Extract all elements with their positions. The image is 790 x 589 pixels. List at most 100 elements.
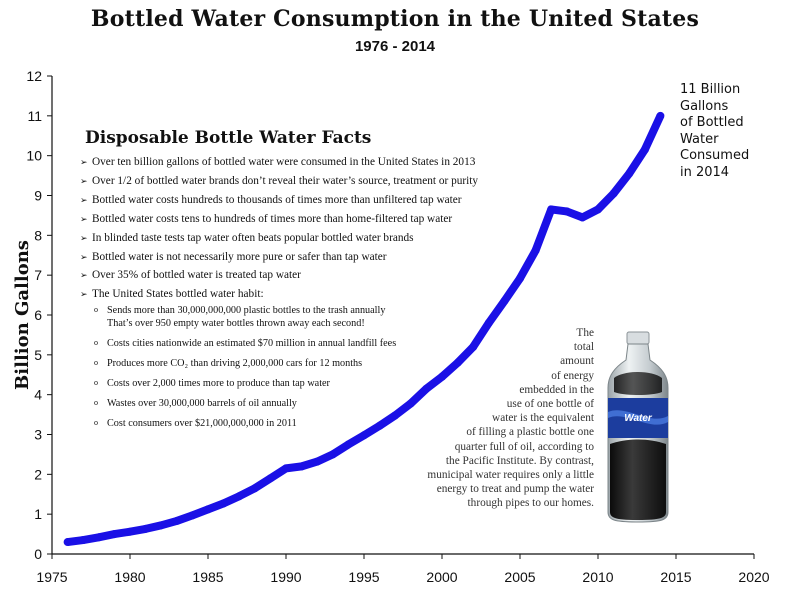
data-point <box>453 358 462 367</box>
endnote-line: of Bottled <box>680 115 744 131</box>
x-tick-label: 1975 <box>36 569 67 585</box>
data-point <box>282 464 290 473</box>
facts-title: Disposable Bottle Water Facts <box>85 128 372 148</box>
data-point <box>547 205 556 214</box>
y-tick-label: 6 <box>34 307 42 323</box>
y-tick-label: 8 <box>34 227 42 243</box>
habit-text: Sends more than 30,000,000,000 plastic b… <box>107 305 386 317</box>
habit-item: o Cost consumers over $21,000,000,000 in … <box>94 417 540 431</box>
fact-item: ➢ In blinded taste tests tap water often … <box>80 229 540 248</box>
data-point <box>94 533 103 542</box>
bottle-note-line: quarter full of oil, according to <box>454 440 594 453</box>
fact-text: Bottled water is not necessarily more pu… <box>92 250 387 263</box>
data-point <box>391 411 400 420</box>
endnote-line: in 2014 <box>680 164 730 180</box>
fact-text: Over 35% of bottled water is treated tap… <box>92 269 301 282</box>
circle-bullet-icon: o <box>94 418 98 428</box>
habit-text: Produces more CO₂ than driving 2,000,000… <box>107 358 363 370</box>
data-point <box>235 492 244 501</box>
fact-text: The United States bottled water habit: <box>92 288 264 301</box>
fact-item: ➢ Over ten billion gallons of bottled wat… <box>80 153 540 172</box>
data-point <box>375 421 384 430</box>
data-point <box>328 450 337 459</box>
arrow-bullet-icon: ➢ <box>80 251 88 262</box>
x-tick-label: 1990 <box>270 569 301 585</box>
data-point <box>172 516 181 525</box>
facts-list: ➢ Over ten billion gallons of bottled wat… <box>80 153 540 304</box>
habit-item: o Costs over 2,000 times more to produce … <box>94 377 540 391</box>
habit-item: o Produces more CO₂ than driving 2,000,00… <box>94 357 540 371</box>
y-tick-label: 12 <box>26 68 42 84</box>
habit-text: That’s over 950 empty water bottles thro… <box>107 317 365 329</box>
habit-item: o Sends more than 30,000,000,000 plastic … <box>94 304 540 330</box>
fact-item: ➢ Bottled water costs hundreds to thousan… <box>80 191 540 210</box>
data-point <box>578 213 587 222</box>
data-point <box>625 169 634 178</box>
bottle-note-line: the Pacific Institute. By contrast, <box>445 454 594 467</box>
series-group <box>63 111 665 547</box>
bottle-label: Water <box>624 413 653 424</box>
habit-text: Cost consumers over $21,000,000,000 in 2… <box>107 418 297 430</box>
x-tick-label: 2000 <box>426 569 457 585</box>
arrow-bullet-icon: ➢ <box>80 194 88 205</box>
circle-bullet-icon: o <box>94 398 98 408</box>
data-point <box>188 511 197 520</box>
data-point <box>266 474 275 483</box>
endnote-line: Gallons <box>680 98 729 114</box>
arrow-bullet-icon: ➢ <box>80 213 88 224</box>
data-point <box>500 297 509 306</box>
data-point <box>422 384 431 393</box>
y-tick-label: 5 <box>34 347 42 363</box>
bottle-note-line: The <box>576 327 594 339</box>
data-point <box>469 342 478 351</box>
bottle-note-line: municipal water requires only a little <box>427 469 594 482</box>
fact-item: ➢ Bottled water is not necessarily more p… <box>80 248 540 267</box>
habit-item: o Wastes over 30,000,000 barrels of oil a… <box>94 397 540 411</box>
x-tick-label: 2005 <box>504 569 535 585</box>
habit-text: Wastes over 30,000,000 barrels of oil an… <box>107 398 297 410</box>
bottle-energy-note: The total amount of energy embedded in the us… <box>392 326 594 511</box>
circle-bullet-icon: o <box>94 337 98 347</box>
data-point <box>516 274 524 283</box>
y-tick-label: 7 <box>34 267 42 283</box>
bottle-note-line: of filling a plastic bottle one <box>466 426 594 439</box>
fact-item: ➢ Over 35% of bottled water is treated ta… <box>80 266 540 285</box>
y-tick-label: 10 <box>26 148 42 164</box>
habit-text: Costs over 2,000 times more to produce t… <box>107 378 330 390</box>
bottle-note-line: amount <box>560 355 594 368</box>
x-tick-label: 1995 <box>348 569 379 585</box>
chart-title: Bottled Water Consumption in the United … <box>90 6 700 32</box>
x-tick-label: 2020 <box>738 569 769 585</box>
data-point <box>438 372 446 381</box>
data-point <box>250 484 259 493</box>
data-point <box>126 527 134 536</box>
data-point <box>63 538 72 547</box>
data-point <box>360 431 368 440</box>
habit-item: o Costs cities nationwide an estimated $7… <box>94 337 540 351</box>
data-point <box>344 440 353 449</box>
fact-text: In blinded taste tests tap water often b… <box>92 231 414 244</box>
facts-panel: Disposable Bottle Water Facts ➢ Over ten … <box>80 128 540 437</box>
circle-bullet-icon: o <box>94 358 98 368</box>
fact-item: ➢ The United States bottled water habit: <box>80 285 540 304</box>
data-point <box>204 505 212 514</box>
arrow-bullet-icon: ➢ <box>80 270 88 281</box>
fact-item: ➢ Over 1/2 of bottled water brands don’t … <box>80 172 540 191</box>
data-point <box>562 207 571 216</box>
data-point <box>484 318 493 327</box>
bottle-note-line: embedded in the <box>519 383 594 396</box>
habit-list: o Sends more than 30,000,000,000 plastic … <box>94 304 540 431</box>
y-tick-label: 2 <box>34 466 42 482</box>
data-point <box>219 499 228 508</box>
y-tick-label: 0 <box>34 546 42 562</box>
circle-bullet-icon: o <box>94 305 98 315</box>
fact-text: Bottled water costs tens to hundreds of … <box>92 212 453 225</box>
bottle-note-line: water is the equivalent <box>492 412 594 425</box>
y-tick-label: 11 <box>27 108 42 124</box>
endnote-line: 11 Billion <box>680 82 741 97</box>
data-point <box>157 521 166 530</box>
x-tick-label: 2010 <box>582 569 613 585</box>
habit-text: Costs cities nationwide an estimated $70… <box>107 337 397 349</box>
